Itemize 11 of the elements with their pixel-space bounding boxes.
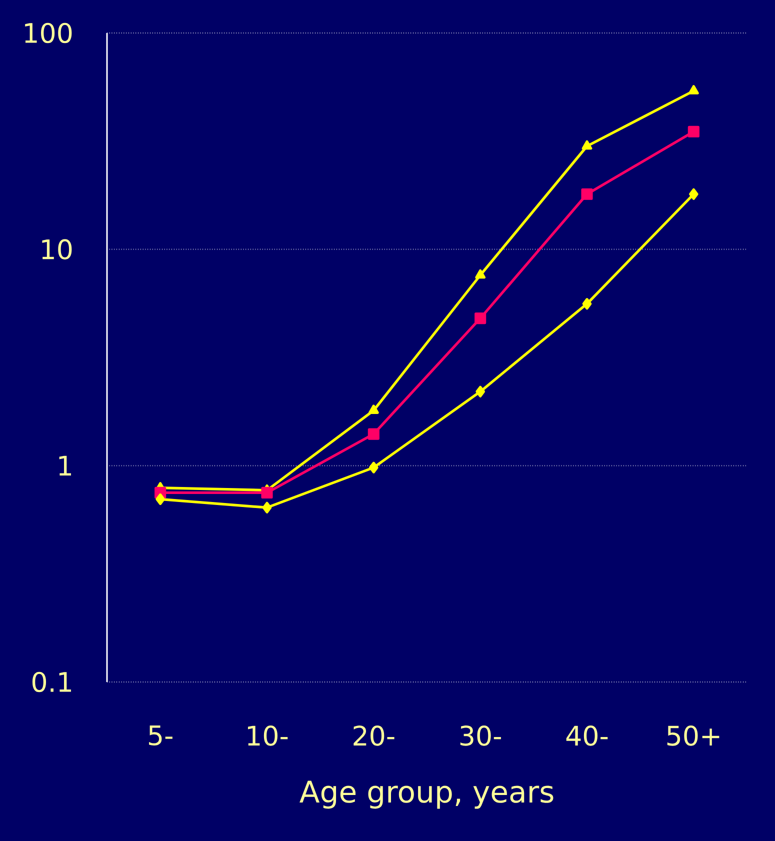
y-tick-label: 100 [25,22,72,44]
x-tick-label: 50+ [667,726,720,746]
x-tick-label: 10- [248,726,288,746]
x-tick-label: 40- [566,726,608,746]
x-tick-label: 5- [149,726,172,746]
x-tick-label: 30- [460,726,501,746]
y-tick-label: 0.1 [32,672,72,692]
x-axis-title: Age group, years [300,780,554,809]
y-tick-label: 1 [59,456,72,476]
y-tick-label: 10 [42,239,72,260]
x-tick-label: 20- [354,726,394,746]
